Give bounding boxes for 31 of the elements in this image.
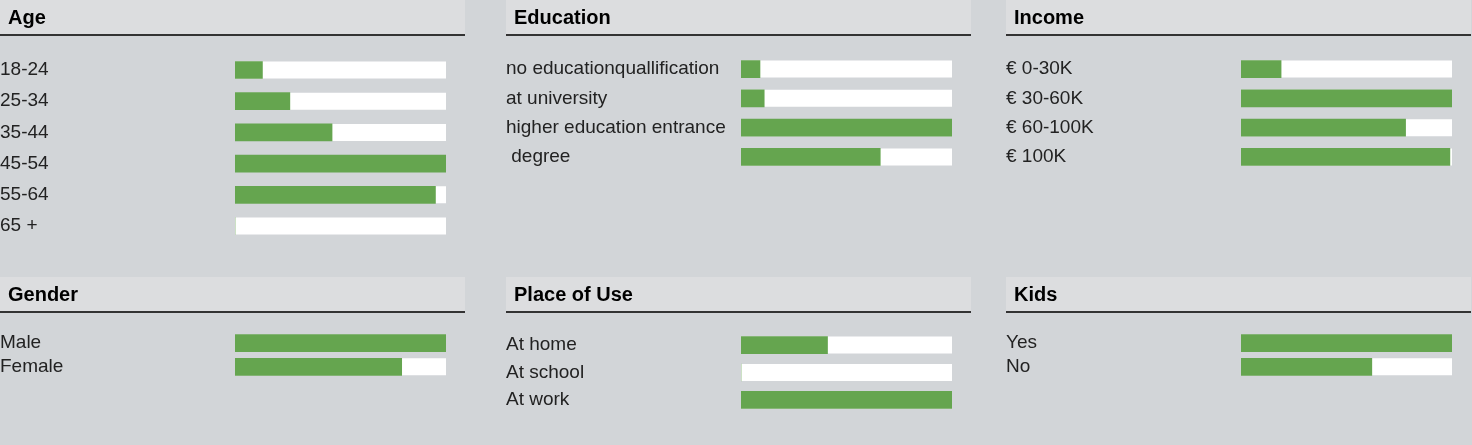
text: Income (1006, 0, 1471, 36)
bar (1241, 60, 1282, 78)
text: Place of Use (506, 277, 971, 313)
y-tick-label: 45-54 (0, 151, 50, 173)
y-tick-label: Yes (1006, 331, 1037, 353)
y-tick-label: No (1006, 355, 1031, 377)
y-tick-label: 55-64 (0, 183, 50, 205)
text: Gender (0, 277, 465, 313)
y-tick-label: at university (506, 86, 608, 108)
y-tick-label: no educationquallification (506, 57, 720, 79)
y-tick-label: degree (506, 145, 571, 167)
y-tick-label: At work (506, 388, 570, 410)
y-tick-label: Male (0, 331, 42, 353)
y-tick-label: At school (506, 360, 585, 382)
y-tick-label: 35-44 (0, 120, 50, 142)
y-tick-label: € 0-30K (1006, 57, 1073, 79)
y-tick-label: € 100K (1006, 145, 1067, 167)
bar (741, 60, 761, 78)
y-tick-label: € 60-100K (1006, 115, 1095, 137)
y-tick-label: 65 + (0, 214, 38, 236)
y-tick-label: 18-24 (0, 58, 50, 80)
text: Age (0, 0, 465, 36)
text: Kids (1006, 277, 1471, 313)
y-tick-label: Female (0, 355, 64, 377)
y-tick-label: higher education entrance (506, 115, 726, 137)
bar (235, 61, 263, 79)
y-tick-label: 25-34 (0, 89, 50, 111)
text: Education (506, 0, 971, 36)
y-tick-label: At home (506, 333, 577, 355)
y-tick-label: € 30-60K (1006, 86, 1084, 108)
bar (741, 89, 765, 108)
